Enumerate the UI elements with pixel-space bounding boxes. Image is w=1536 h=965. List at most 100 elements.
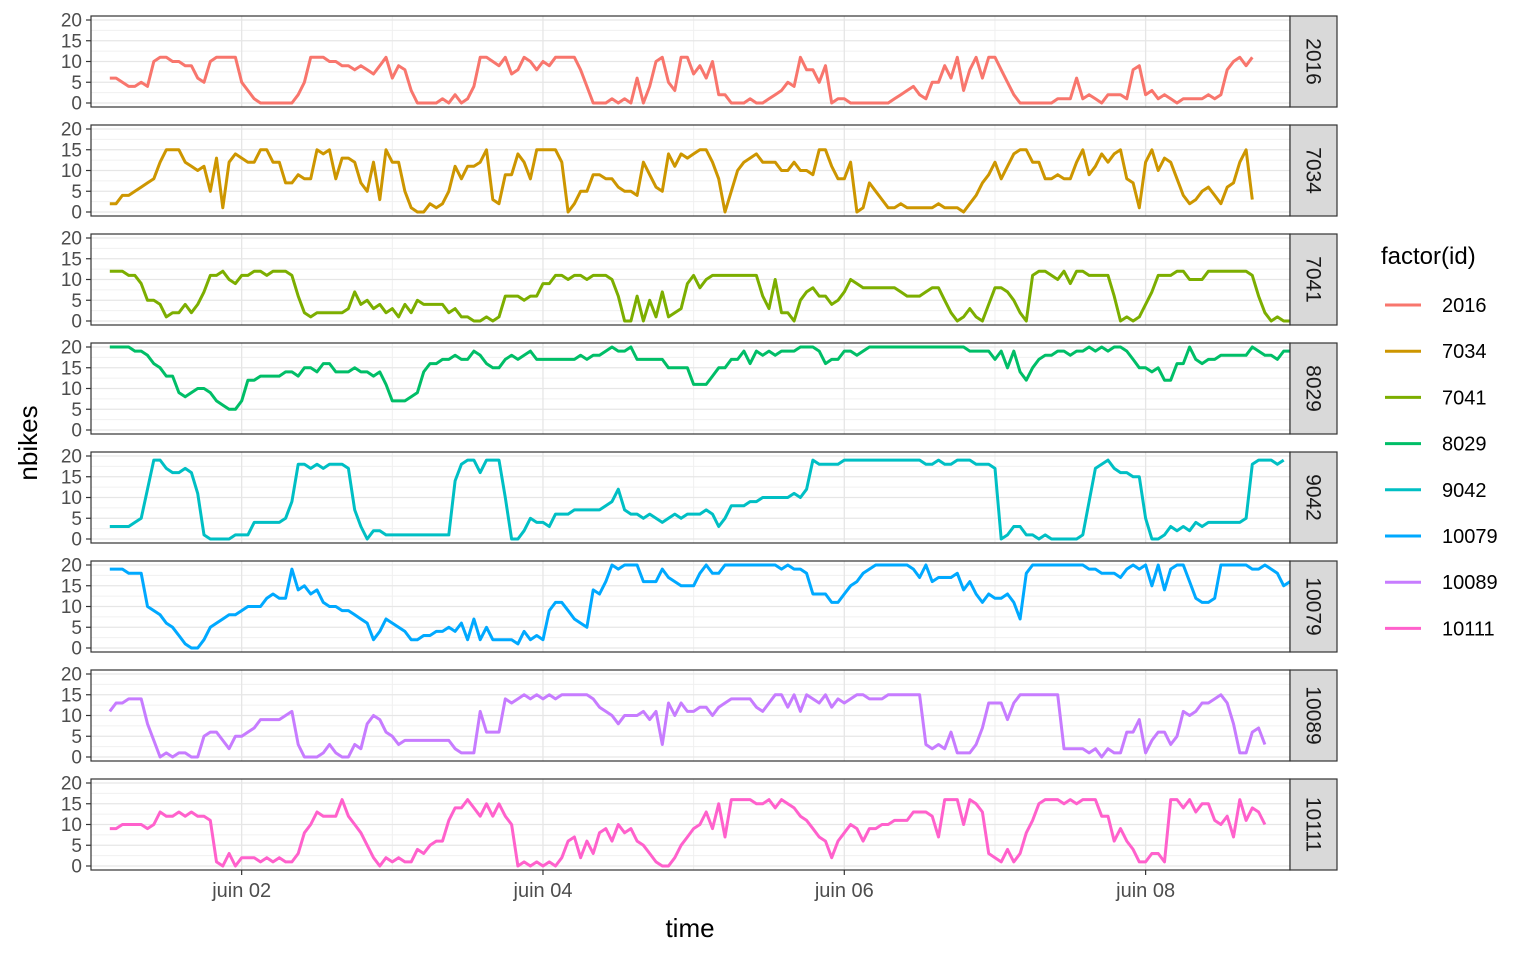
x-axis: juin 02 juin 04 juin 06 juin 08 — [211, 870, 1175, 902]
y-tick-label: 5 — [71, 73, 82, 94]
x-tick-label: juin 06 — [814, 880, 874, 902]
y-tick-label: 20 — [61, 229, 82, 250]
series-line-8029 — [109, 345, 1304, 411]
y-tick-label: 5 — [71, 509, 82, 530]
facet-strip-label: 7034 — [1302, 147, 1325, 194]
y-tick-label: 20 — [61, 665, 82, 686]
y-tick-label: 0 — [71, 312, 82, 333]
y-tick-label: 5 — [71, 836, 82, 857]
y-tick-label: 5 — [71, 182, 82, 203]
facet-strip — [1289, 15, 1338, 108]
facet-panels: 0510152020160510152070340510152070410510… — [61, 11, 1338, 878]
y-tick-label: 20 — [61, 556, 82, 577]
facet-strip — [1289, 342, 1338, 435]
facet-strip — [1289, 233, 1338, 326]
y-tick-label: 0 — [71, 94, 82, 115]
series-line-10089 — [108, 693, 1267, 759]
y-tick-label: 0 — [71, 639, 82, 660]
y-tick-label: 15 — [61, 576, 82, 597]
y-tick-label: 15 — [61, 249, 82, 270]
facet-strip-label: 9042 — [1302, 474, 1325, 521]
y-tick-label: 0 — [71, 530, 82, 551]
legend-entry-7034: 7034 — [1385, 341, 1487, 363]
y-tick-label: 10 — [61, 161, 82, 182]
y-axis-title: nbikes — [13, 405, 43, 480]
legend-label: 7034 — [1442, 341, 1487, 363]
series-line-10111 — [109, 798, 1267, 868]
facet-strip — [1289, 124, 1338, 217]
series-line-9042 — [109, 458, 1285, 541]
legend-entry-7041: 7041 — [1385, 387, 1487, 409]
legend-title: factor(id) — [1381, 243, 1476, 270]
legend-entry-10079: 10079 — [1385, 526, 1498, 548]
y-tick-label: 20 — [61, 120, 82, 141]
y-tick-label: 15 — [61, 794, 82, 815]
facet-strip-label: 10079 — [1302, 577, 1325, 635]
legend: factor(id) 2016 7034 7041 8029 9042 10079 1008… — [1381, 243, 1498, 640]
series-line-7034 — [109, 148, 1254, 214]
y-tick-label: 20 — [61, 338, 82, 359]
y-tick-label: 20 — [61, 447, 82, 468]
facet-strip — [1289, 669, 1338, 762]
y-tick-label: 0 — [71, 748, 82, 769]
legend-entry-10111: 10111 — [1385, 618, 1495, 640]
y-tick-label: 5 — [71, 400, 82, 421]
facet-strip-label: 10111 — [1302, 797, 1325, 852]
facet-strip-label: 2016 — [1302, 38, 1325, 85]
legend-label: 2016 — [1442, 295, 1487, 317]
legend-entry-8029: 8029 — [1385, 434, 1487, 456]
y-tick-label: 15 — [61, 140, 82, 161]
y-tick-label: 5 — [71, 291, 82, 312]
legend-label: 10089 — [1442, 572, 1498, 594]
facet-strip-label: 7041 — [1302, 256, 1325, 303]
y-tick-label: 15 — [61, 685, 82, 706]
y-tick-label: 10 — [61, 706, 82, 727]
legend-label: 9042 — [1442, 480, 1487, 502]
y-tick-label: 10 — [61, 815, 82, 836]
x-tick-label: juin 02 — [211, 880, 271, 902]
legend-label: 8029 — [1442, 434, 1487, 456]
y-tick-label: 15 — [61, 31, 82, 52]
y-tick-label: 15 — [61, 467, 82, 488]
series-line-2016 — [109, 55, 1254, 105]
y-tick-label: 20 — [61, 774, 82, 795]
facet-strip — [1289, 778, 1338, 871]
legend-label: 10079 — [1442, 526, 1498, 548]
legend-label: 7041 — [1442, 387, 1487, 409]
y-tick-label: 5 — [71, 727, 82, 748]
facet-strip — [1289, 560, 1338, 653]
y-tick-label: 10 — [61, 379, 82, 400]
y-tick-label: 10 — [61, 270, 82, 291]
y-tick-label: 0 — [71, 421, 82, 442]
y-tick-label: 20 — [61, 11, 82, 32]
y-tick-label: 10 — [61, 597, 82, 618]
y-tick-label: 10 — [61, 52, 82, 73]
facet-strip — [1289, 451, 1338, 544]
series-line-7041 — [109, 269, 1290, 323]
legend-entry-9042: 9042 — [1385, 480, 1487, 502]
y-tick-label: 15 — [61, 358, 82, 379]
legend-entry-10089: 10089 — [1385, 572, 1498, 594]
x-axis-title: time — [665, 913, 714, 943]
legend-entry-2016: 2016 — [1385, 295, 1487, 317]
facet-strip-label: 10089 — [1302, 686, 1325, 744]
x-tick-label: juin 04 — [513, 880, 573, 902]
y-tick-label: 5 — [71, 618, 82, 639]
x-tick-label: juin 08 — [1115, 880, 1175, 902]
y-tick-label: 10 — [61, 488, 82, 509]
series-line-10079 — [109, 563, 1311, 650]
legend-label: 10111 — [1442, 618, 1495, 640]
y-tick-label: 0 — [71, 857, 82, 878]
y-tick-label: 0 — [71, 203, 82, 224]
facet-strip-label: 8029 — [1302, 365, 1325, 412]
